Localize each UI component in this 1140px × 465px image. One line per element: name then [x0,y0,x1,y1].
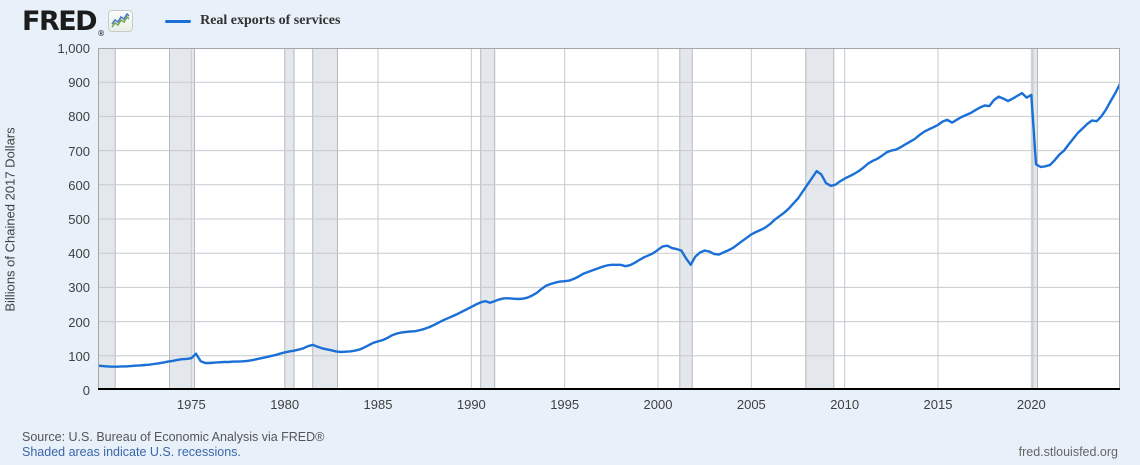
site-url: fred.stlouisfed.org [1018,445,1118,459]
recession-note-link[interactable]: Shaded areas indicate U.S. recessions. [22,445,241,459]
plot-border [98,48,1120,390]
y-tick-label: 1,000 [57,41,90,56]
x-tick-label: 1975 [176,397,206,412]
fred-logo[interactable]: FRED® [22,5,106,38]
x-tick-label: 2015 [923,397,953,412]
x-tick-label: 1995 [550,397,580,412]
y-tick-label: 0 [82,383,90,398]
x-tick-label: 2020 [1016,397,1046,412]
y-tick-label: 500 [68,212,90,227]
x-tick-label: 1985 [363,397,393,412]
source-text: Source: U.S. Bureau of Economic Analysis… [22,430,325,444]
x-tick-label: 1980 [270,397,300,412]
y-axis-title: Billions of Chained 2017 Dollars [2,127,18,312]
y-tick-label: 700 [68,143,90,159]
x-tick-label: 2000 [643,397,673,412]
x-tick-label: 2005 [736,397,766,412]
y-tick-label: 300 [68,280,90,296]
data-line[interactable] [98,82,1120,368]
series-legend[interactable]: Real exports of services [165,13,340,29]
legend-label: Real exports of services [200,13,341,28]
plot-area[interactable] [98,48,1120,390]
y-tick-label: 200 [68,314,90,330]
legend-line-swatch [165,19,192,23]
y-tick-label: 900 [68,75,90,91]
plot-svg [98,48,1120,390]
x-tick-label: 1990 [456,397,486,412]
y-tick-label: 800 [68,109,90,125]
registered-mark: ® [97,28,106,38]
fred-sparkline-icon [108,10,134,32]
x-tick-label: 2010 [830,397,860,412]
y-tick-label: 400 [68,246,90,262]
chart-header: FRED® Real exports of services [22,5,340,38]
y-tick-label: 100 [68,348,90,364]
y-tick-label: 600 [68,177,90,193]
